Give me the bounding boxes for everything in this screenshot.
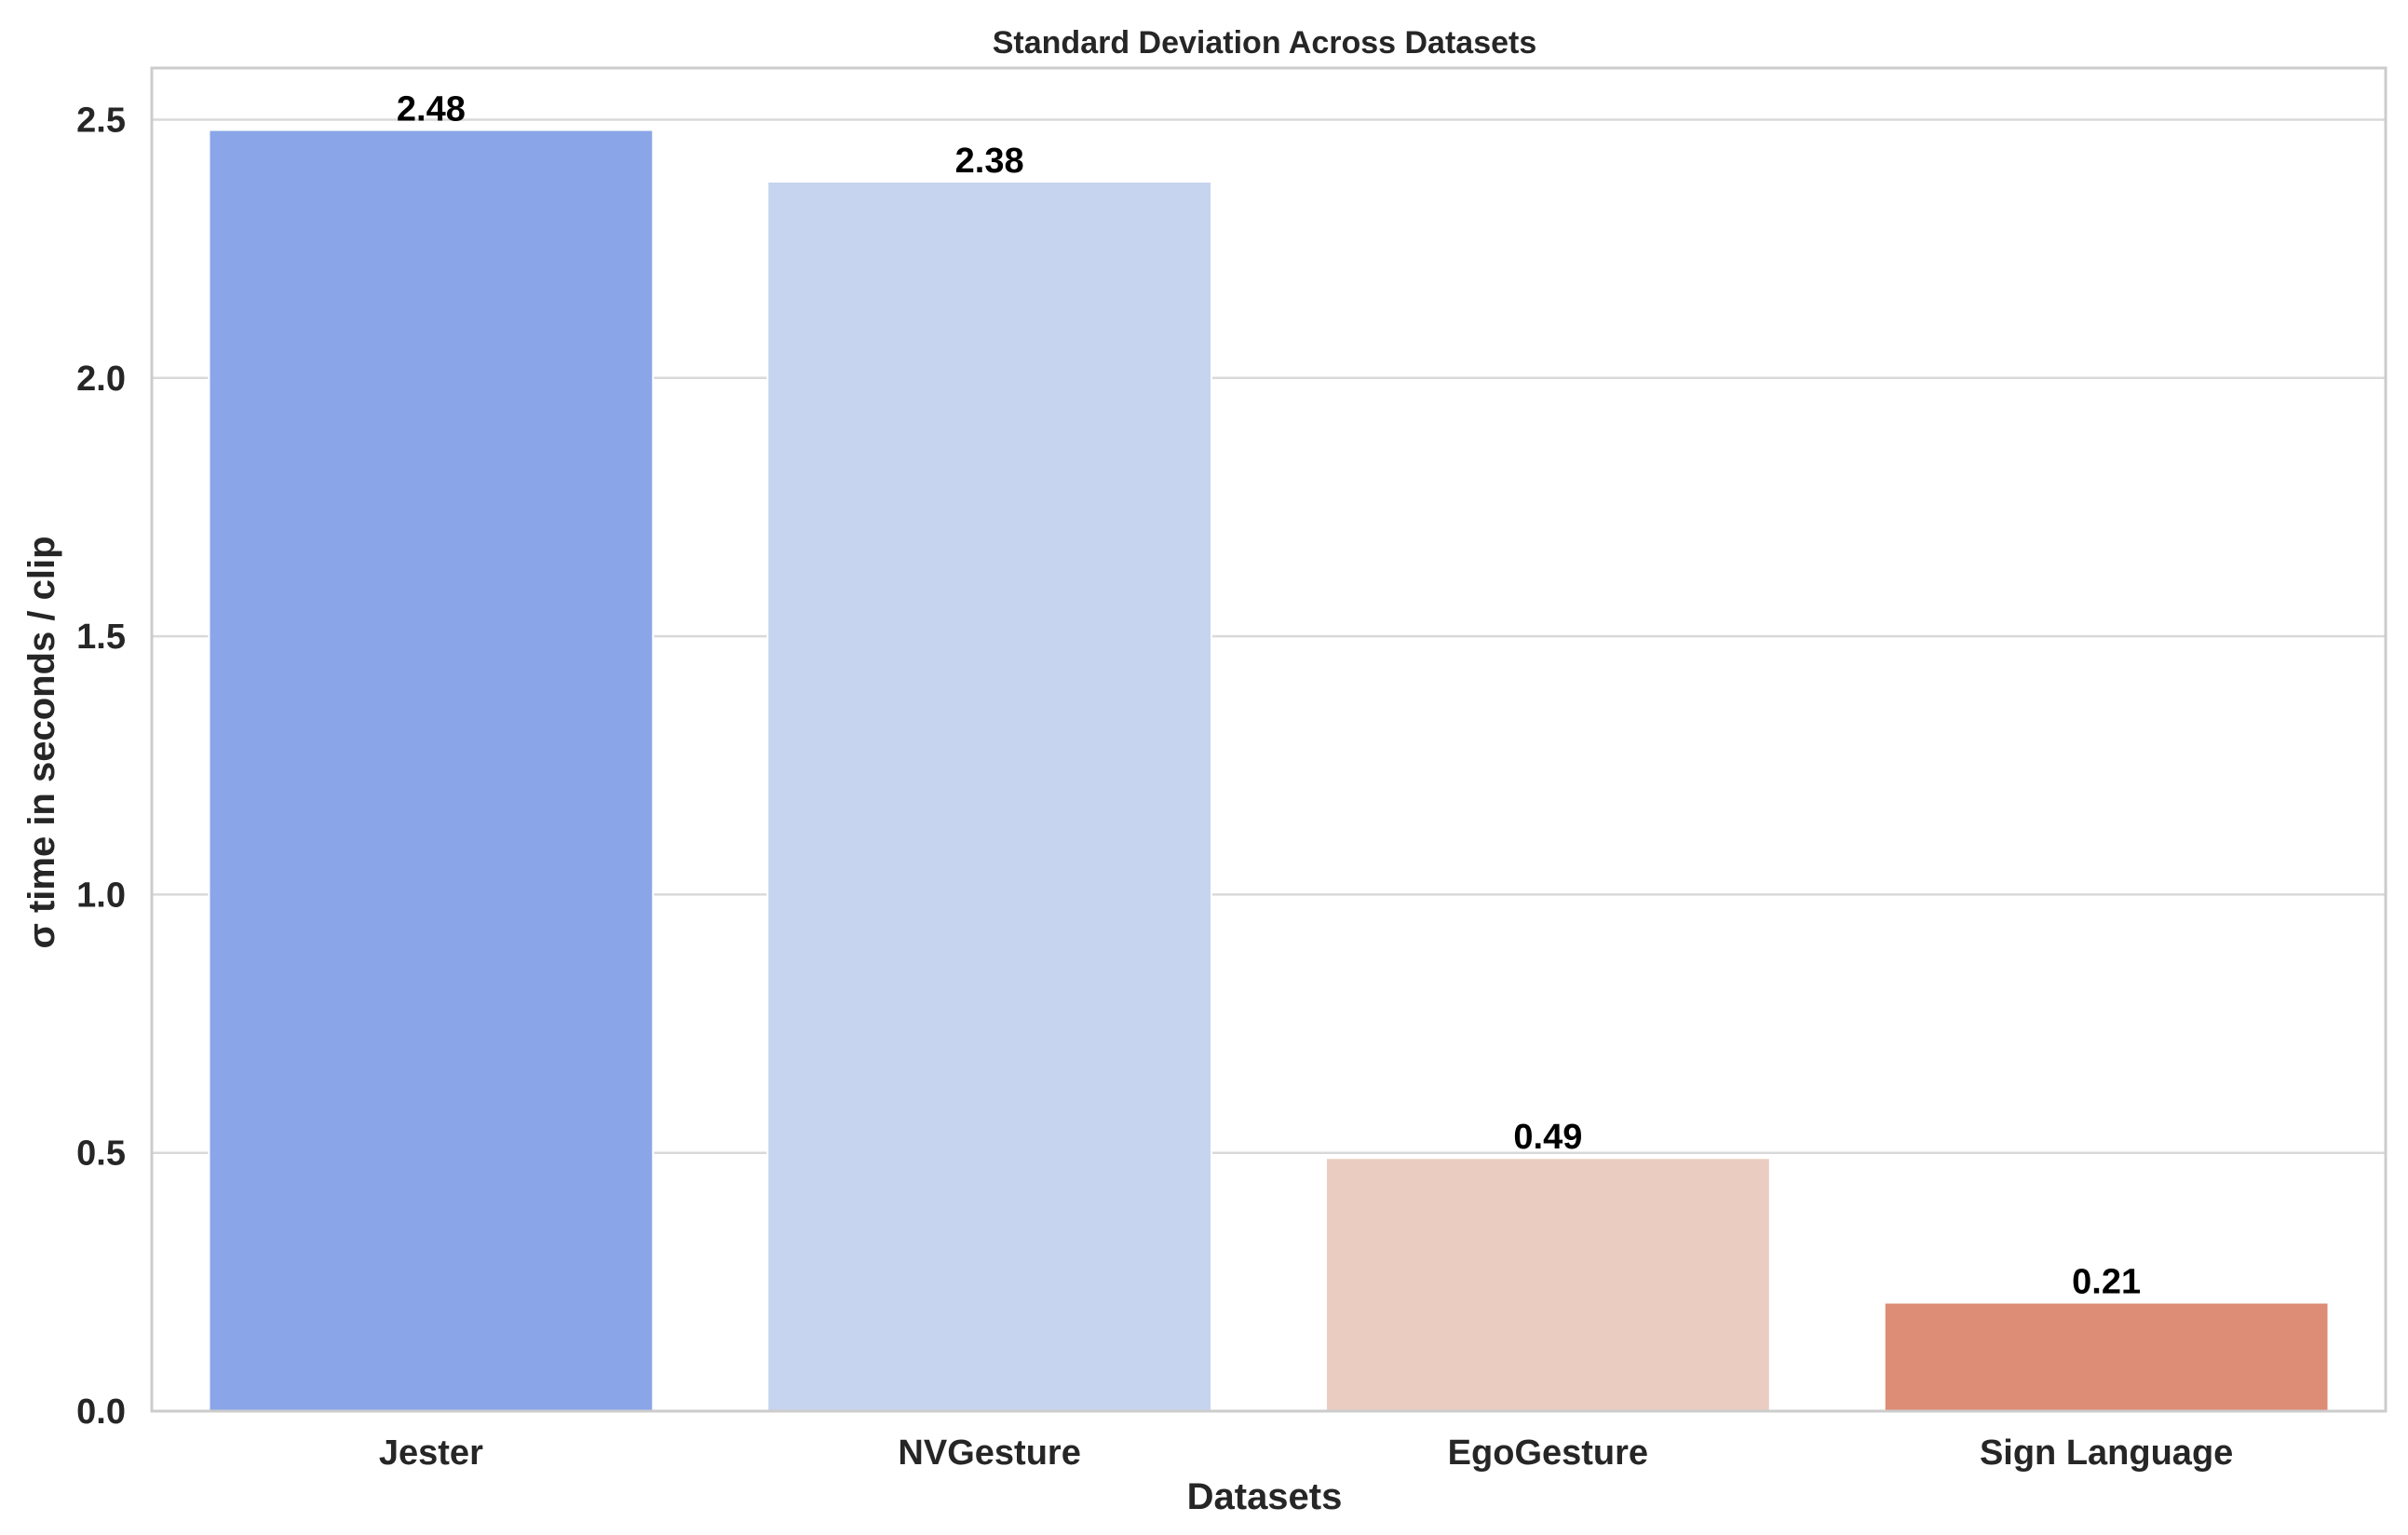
y-tick-label: 1.5 (76, 618, 126, 657)
y-tick-label: 0.0 (76, 1392, 126, 1432)
y-tick-label: 2.5 (76, 101, 126, 140)
bar (208, 129, 655, 1413)
data-label: 0.49 (1513, 1118, 1582, 1157)
chart-title: Standard Deviation Across Datasets (993, 25, 1537, 61)
data-label: 2.48 (397, 90, 466, 129)
data-label: 2.38 (955, 142, 1024, 181)
x-axis-label: Datasets (1187, 1476, 1343, 1517)
bars (208, 129, 2330, 1413)
y-tick-label: 2.0 (76, 360, 126, 399)
x-tick-label: Sign Language (1980, 1433, 2233, 1473)
bar (1324, 1157, 1771, 1412)
bar (1883, 1301, 2330, 1412)
x-tick-label: NVGesture (898, 1433, 1080, 1473)
bar (766, 181, 1213, 1412)
y-tick-label: 0.5 (76, 1134, 126, 1174)
data-label: 0.21 (2072, 1263, 2141, 1302)
plot-frame (150, 66, 2388, 1413)
value-labels: 2.48 2.38 0.49 0.21 (397, 90, 2141, 1302)
x-tick-labels: Jester NVGesture EgoGesture Sign Language (379, 1433, 2233, 1473)
x-tick-label: Jester (379, 1433, 483, 1473)
y-tick-label: 1.0 (76, 876, 126, 915)
y-axis-label: σ time in seconds / clip (21, 536, 62, 948)
x-tick-label: EgoGesture (1448, 1433, 1648, 1473)
y-tick-labels: 0.0 0.5 1.0 1.5 2.0 2.5 (76, 101, 126, 1432)
